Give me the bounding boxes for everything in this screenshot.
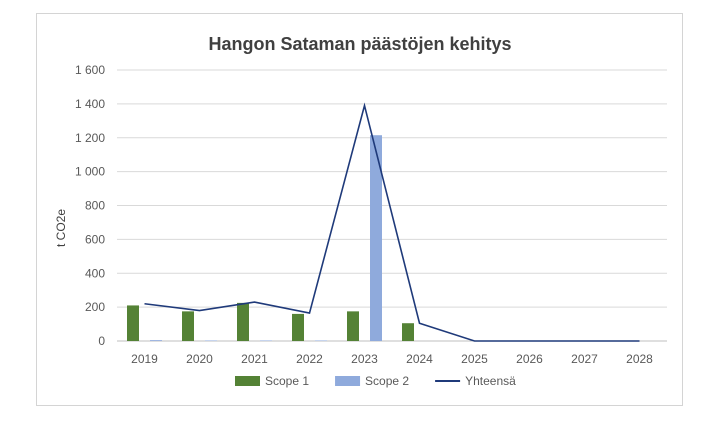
y-tick-label: 800 xyxy=(85,199,105,213)
x-tick-label: 2027 xyxy=(571,352,598,366)
bar-scope-2 xyxy=(205,340,217,341)
bar-scope-2 xyxy=(150,340,162,341)
bar-scope-2 xyxy=(260,340,272,341)
bar-scope-2 xyxy=(370,135,382,341)
x-tick-label: 2019 xyxy=(131,352,158,366)
series-line-total xyxy=(144,102,640,342)
x-axis-ticks: 2019 2020 2021 2022 2023 2024 2025 2026 2027 2028 xyxy=(131,352,653,366)
x-tick-label: 2022 xyxy=(296,352,323,366)
y-axis-ticks: 0 200 400 600 800 1 000 1 200 1 400 1 600 xyxy=(75,63,105,348)
bar-scope-1 xyxy=(402,323,414,341)
x-tick-label: 2024 xyxy=(406,352,433,366)
total-line xyxy=(144,102,640,342)
y-tick-label: 200 xyxy=(85,300,105,314)
bar-scope-1 xyxy=(182,311,194,341)
x-tick-label: 2026 xyxy=(516,352,543,366)
chart-title: Hangon Sataman päästöjen kehitys xyxy=(208,34,511,54)
x-tick-label: 2025 xyxy=(461,352,488,366)
legend-label-scope-2: Scope 2 xyxy=(365,374,409,388)
legend-swatch-scope-1 xyxy=(235,376,260,386)
bar-scope-1 xyxy=(237,302,249,341)
bars xyxy=(127,135,414,341)
x-tick-label: 2021 xyxy=(241,352,268,366)
legend-swatch-scope-2 xyxy=(335,376,361,386)
bar-scope-1 xyxy=(347,311,359,341)
x-tick-label: 2020 xyxy=(186,352,213,366)
bar-scope-1 xyxy=(127,305,139,341)
bar-scope-2 xyxy=(315,340,327,341)
bar-scope-1 xyxy=(292,313,304,341)
y-tick-label: 400 xyxy=(85,266,105,280)
y-tick-label: 1 200 xyxy=(75,131,105,145)
x-tick-label: 2028 xyxy=(626,352,653,366)
chart-frame: Hangon Sataman päästöjen kehitys t CO2e … xyxy=(36,13,683,406)
emissions-chart: Hangon Sataman päästöjen kehitys t CO2e … xyxy=(54,34,667,388)
y-tick-label: 600 xyxy=(85,232,105,246)
legend: Scope 1 Scope 2 Yhteensä xyxy=(235,374,516,388)
legend-label-yhteens-: Yhteensä xyxy=(465,374,516,388)
y-axis-title: t CO2e xyxy=(54,209,68,247)
legend-label-scope-1: Scope 1 xyxy=(265,374,309,388)
y-tick-label: 1 000 xyxy=(75,165,105,179)
y-tick-label: 0 xyxy=(98,334,105,348)
y-tick-label: 1 400 xyxy=(75,97,105,111)
x-tick-label: 2023 xyxy=(351,352,378,366)
gridlines xyxy=(117,69,667,342)
y-tick-label: 1 600 xyxy=(75,63,105,77)
